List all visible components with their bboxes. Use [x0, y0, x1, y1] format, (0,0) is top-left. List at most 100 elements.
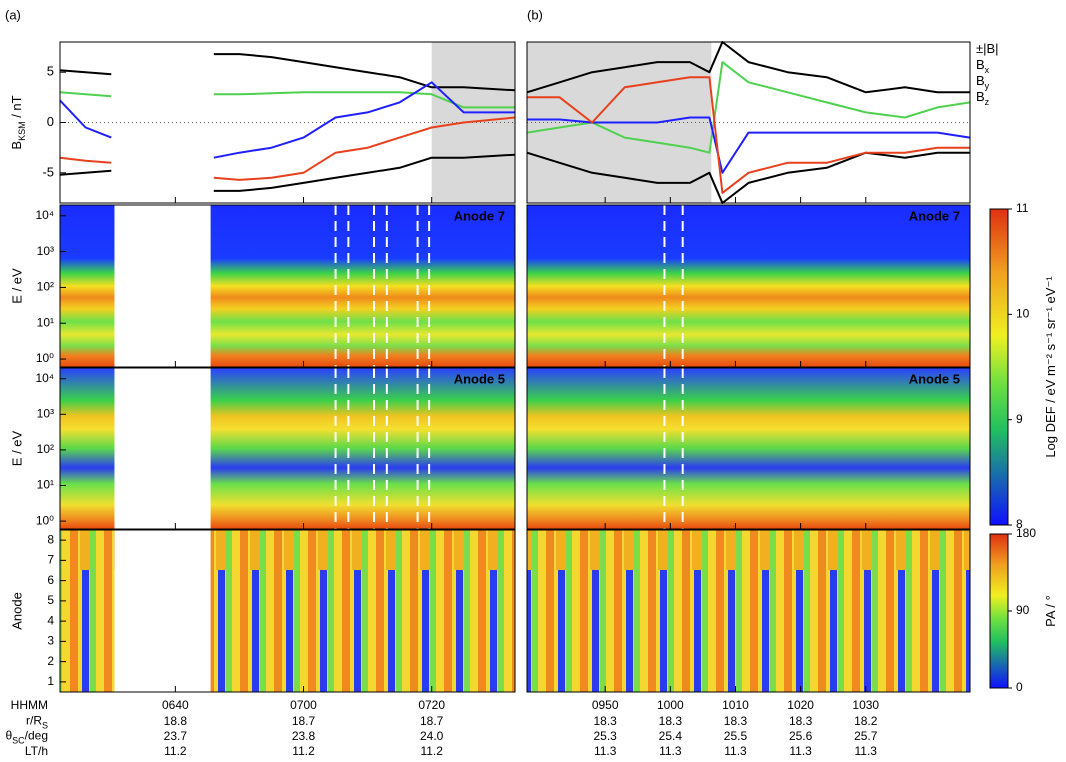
ephemeris-value: 18.7 — [292, 714, 316, 728]
anode-label: Anode 7 — [454, 208, 505, 223]
y-tick-label: 7 — [47, 553, 54, 567]
ephemeris-label-part: LT/h — [25, 744, 48, 758]
y-tick-label: 2 — [47, 654, 54, 668]
y-tick-label: -5 — [42, 164, 54, 179]
panel-label: (b) — [527, 7, 543, 22]
ephemeris-label: LT/h — [25, 744, 48, 758]
y-tick-label: 10⁴ — [35, 208, 54, 222]
ephemeris-value: 11.3 — [855, 744, 878, 758]
x-tick-label: 1020 — [787, 698, 814, 712]
b-field-line — [526, 61, 971, 154]
x-tick-label: 1010 — [722, 698, 749, 712]
y-axis-label-part: KSM — [17, 121, 27, 141]
y-tick-label: 10¹ — [37, 315, 54, 329]
ephemeris-value: 18.3 — [789, 714, 813, 728]
ephemeris-value: 18.3 — [659, 714, 683, 728]
anode-label: Anode 5 — [909, 371, 960, 386]
frame — [59, 529, 516, 693]
legend-entry: By — [976, 73, 990, 91]
y-axis-label: E / eV — [9, 268, 24, 304]
ephemeris-value: 25.3 — [593, 729, 617, 743]
y-tick-label: 1 — [47, 674, 54, 688]
colorbar-label: PA / ° — [1043, 595, 1058, 627]
frame — [526, 204, 971, 368]
y-tick-label: 10² — [37, 280, 54, 294]
anode-label: Anode 5 — [454, 371, 505, 386]
ephemeris-value: 11.2 — [420, 744, 443, 758]
ephemeris-label: θSC/deg — [5, 729, 48, 746]
legend-entry: Bx — [976, 57, 990, 75]
ephemeris-value: 11.3 — [724, 744, 747, 758]
legend-entry: Bz — [976, 89, 990, 107]
x-tick-label: 0640 — [162, 698, 189, 712]
spectrogram — [527, 205, 970, 367]
y-tick-label: 6 — [47, 573, 54, 587]
ephemeris-label-part: /deg — [25, 729, 48, 743]
panel-label: (a) — [5, 7, 21, 22]
ephemeris-label: HHMM — [11, 698, 48, 712]
colorbar-tick-label: 9 — [1016, 412, 1023, 426]
colorbar-label-part: Log DEF / eV m⁻² s⁻¹ sr⁻¹ eV⁻¹ — [1043, 276, 1058, 458]
y-tick-label: 5 — [47, 593, 54, 607]
ephemeris-value: 18.3 — [593, 714, 617, 728]
ephemeris-value: 23.8 — [292, 729, 316, 743]
spectrogram — [527, 368, 970, 529]
colorbar-tick-label: 180 — [1016, 526, 1036, 540]
y-tick-label: 10⁰ — [36, 513, 54, 527]
b-field-line — [59, 116, 516, 181]
y-axis-label: E / eV — [9, 430, 24, 466]
data-gap — [114, 530, 211, 692]
colorbar-tick-label: 90 — [1016, 603, 1030, 617]
ephemeris-value: 11.3 — [594, 744, 617, 758]
ephemeris-value: 24.0 — [420, 729, 444, 743]
colorbar-tick-label: 8 — [1016, 517, 1023, 531]
ephemeris-value: 23.7 — [164, 729, 188, 743]
y-tick-label: 5 — [47, 64, 54, 79]
frame — [526, 41, 971, 204]
y-tick-label: 10¹ — [37, 478, 54, 492]
legend-entry: ±|B| — [976, 41, 999, 56]
data-gap — [114, 368, 211, 529]
y-tick-label: 10⁰ — [36, 351, 54, 365]
x-tick-label: 0950 — [592, 698, 619, 712]
b-field-line — [527, 76, 970, 194]
ephemeris-value: 18.7 — [420, 714, 444, 728]
ephemeris-label-part: r/R — [26, 713, 42, 727]
ephemeris-label-part: SC — [12, 736, 25, 746]
colorbar — [989, 533, 1009, 689]
y-axis-label-part: / nT — [9, 95, 24, 121]
colorbar-tick-label: 11 — [1016, 201, 1029, 215]
ephemeris-value: 25.7 — [854, 729, 878, 743]
y-tick-label: 10⁴ — [35, 371, 54, 385]
anode-label: Anode 7 — [909, 208, 960, 223]
y-tick-label: 10³ — [37, 406, 54, 420]
ephemeris-value: 25.5 — [724, 729, 748, 743]
y-axis-label: Anode — [9, 592, 24, 630]
colorbar-tick-label: 10 — [1016, 307, 1030, 321]
legend-entry-part: ±|B| — [976, 41, 999, 56]
ephemeris-value: 18.8 — [164, 714, 188, 728]
ephemeris-value: 25.4 — [659, 729, 683, 743]
frame — [526, 529, 971, 693]
data-gap — [114, 205, 211, 367]
ephemeris-value: 25.6 — [789, 729, 813, 743]
b-field-line — [59, 53, 516, 92]
x-tick-label: 1000 — [657, 698, 684, 712]
x-tick-label: 0720 — [418, 698, 445, 712]
y-tick-label: 4 — [47, 613, 54, 627]
ephemeris-label-part: HHMM — [11, 698, 48, 712]
y-tick-label: 3 — [47, 634, 54, 648]
ephemeris-value: 11.3 — [659, 744, 682, 758]
x-tick-label: 0700 — [290, 698, 317, 712]
y-tick-label: 0 — [47, 114, 54, 129]
legend-entry-part: B — [976, 73, 985, 88]
legend-entry-part: z — [985, 97, 990, 107]
ephemeris-label: r/RS — [26, 713, 48, 730]
y-tick-label: 8 — [47, 532, 54, 546]
y-axis-label: BKSM / nT — [9, 95, 27, 149]
frame — [526, 367, 971, 530]
colorbar-label-part: PA / ° — [1043, 595, 1058, 627]
frame — [59, 204, 516, 368]
legend-entry-part: y — [985, 81, 990, 91]
